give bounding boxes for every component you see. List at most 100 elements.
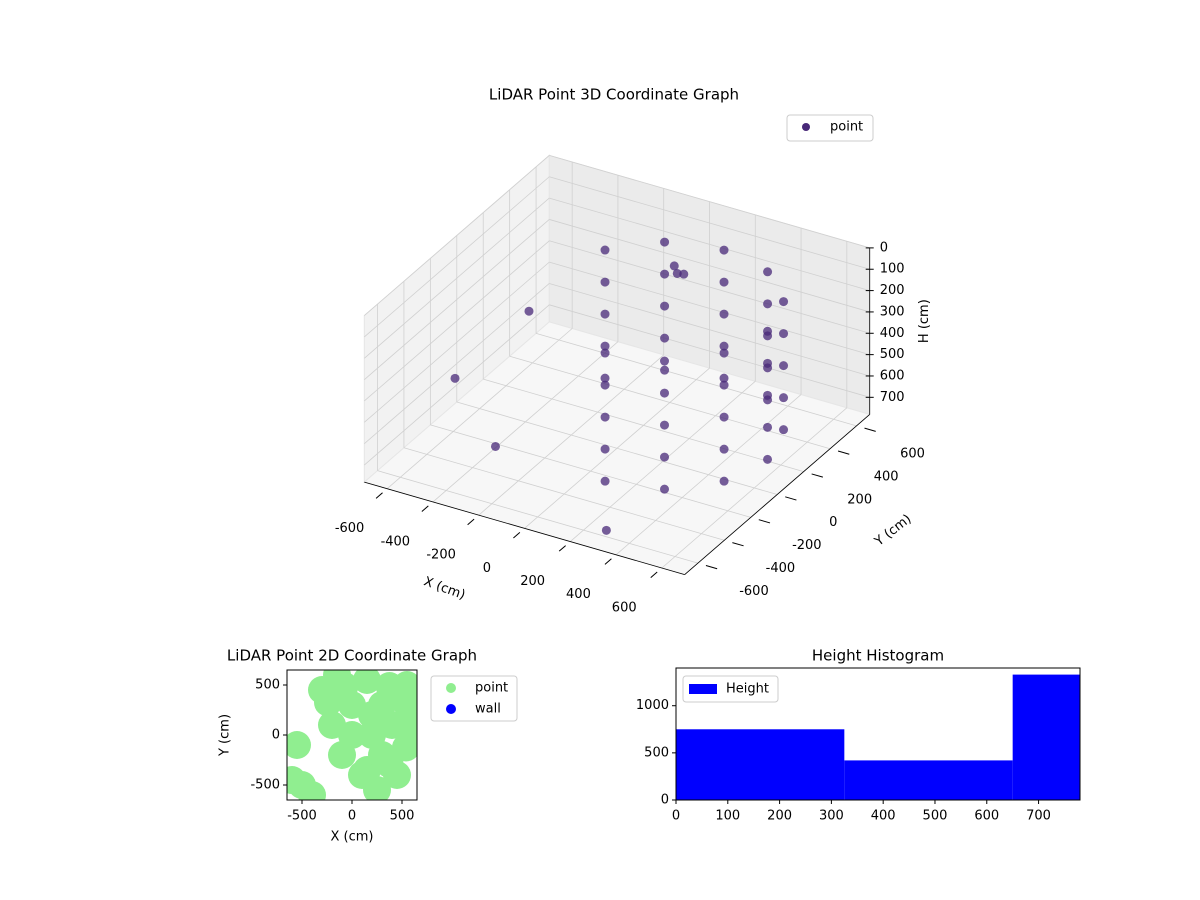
x-tick xyxy=(558,545,566,552)
bar xyxy=(1012,674,1080,800)
point xyxy=(383,761,411,789)
x-tick-label: 700 xyxy=(1026,809,1051,824)
z-tick-label: 300 xyxy=(880,304,905,319)
point xyxy=(600,277,610,287)
grid-line xyxy=(430,424,751,518)
point xyxy=(368,741,396,769)
z-tick-label: 600 xyxy=(880,368,905,383)
grid-line xyxy=(549,155,870,249)
point xyxy=(600,245,610,255)
bar xyxy=(676,729,845,800)
legend-box xyxy=(786,114,874,142)
grid-line xyxy=(403,447,725,541)
point xyxy=(719,412,729,422)
point xyxy=(719,309,729,319)
z-tick-label: 500 xyxy=(880,347,905,362)
point xyxy=(779,329,789,339)
x-tick xyxy=(513,531,521,539)
point xyxy=(719,380,729,390)
point xyxy=(660,452,670,462)
axes-frame xyxy=(675,667,1081,801)
x-tick-label: -200 xyxy=(426,548,456,563)
point xyxy=(600,348,610,358)
point xyxy=(660,237,670,247)
point xyxy=(600,373,610,383)
y-tick-label: 500 xyxy=(644,745,669,760)
point xyxy=(660,420,670,430)
point xyxy=(524,306,534,316)
point xyxy=(660,301,670,311)
point xyxy=(763,299,773,309)
x-tick-label: 0 xyxy=(672,809,680,824)
x-tick xyxy=(650,571,658,578)
point xyxy=(363,776,391,800)
plot-area xyxy=(287,670,417,800)
legend-marker xyxy=(446,704,456,714)
point xyxy=(600,341,610,351)
x-tick-label: 200 xyxy=(520,574,545,589)
point xyxy=(719,476,729,486)
point xyxy=(298,781,326,800)
grid-line xyxy=(364,197,550,359)
grid-line xyxy=(364,283,550,444)
legend-marker xyxy=(689,684,717,694)
point xyxy=(719,348,729,358)
x-tick-label: 200 xyxy=(767,809,792,824)
z-tick-label: 200 xyxy=(880,283,905,298)
grid-line xyxy=(549,197,870,291)
y-tick-label: 400 xyxy=(874,469,899,484)
y-tick xyxy=(758,519,771,524)
legend-box xyxy=(682,675,779,703)
grid-line xyxy=(364,261,550,423)
y-tick-label: 0 xyxy=(829,515,837,530)
y-tick xyxy=(732,542,744,547)
z-tick-label: 100 xyxy=(880,262,905,277)
point xyxy=(660,356,670,366)
y-tick-label: 0 xyxy=(272,728,280,743)
legend-label: point xyxy=(475,681,508,696)
point xyxy=(358,701,386,729)
point xyxy=(763,422,773,432)
point xyxy=(719,444,729,454)
point xyxy=(763,395,773,405)
point xyxy=(323,670,351,689)
point xyxy=(779,297,789,307)
x-tick-label: 100 xyxy=(715,809,740,824)
y-axis-label: Y (cm) xyxy=(871,512,914,550)
chart-title: LiDAR Point 2D Coordinate Graph xyxy=(227,647,477,665)
point xyxy=(763,454,773,464)
grid-line xyxy=(377,470,699,564)
axis-line xyxy=(684,414,870,575)
point xyxy=(719,341,729,351)
point xyxy=(601,525,611,535)
y-tick-label: 600 xyxy=(900,447,925,462)
y-tick xyxy=(785,496,797,501)
y-tick-label: 1000 xyxy=(636,698,669,713)
x-tick-label: 600 xyxy=(612,600,637,615)
point xyxy=(353,670,381,694)
point xyxy=(763,331,773,341)
y-axis-label: Y (cm) xyxy=(218,714,233,757)
x-tick-label: -500 xyxy=(287,809,317,824)
y-tick xyxy=(705,564,718,570)
point xyxy=(719,277,729,287)
point xyxy=(779,361,789,371)
point xyxy=(490,441,500,451)
point xyxy=(763,363,773,373)
x-tick-label: 0 xyxy=(348,809,356,824)
point xyxy=(779,425,789,435)
y-tick-label: -500 xyxy=(250,778,280,793)
x-tick xyxy=(421,505,429,512)
z-tick-label: 0 xyxy=(880,240,888,255)
y-tick xyxy=(837,450,850,455)
y-tick-label: 500 xyxy=(255,678,280,693)
y-tick-label: 200 xyxy=(847,492,872,507)
y-tick-label: -400 xyxy=(766,561,796,576)
point xyxy=(660,333,670,343)
x-tick-label: 400 xyxy=(566,587,591,602)
z-tick-label: 400 xyxy=(880,326,905,341)
x-tick-label: 500 xyxy=(923,809,948,824)
grid-line xyxy=(483,378,804,472)
legend-label: wall xyxy=(475,702,501,717)
